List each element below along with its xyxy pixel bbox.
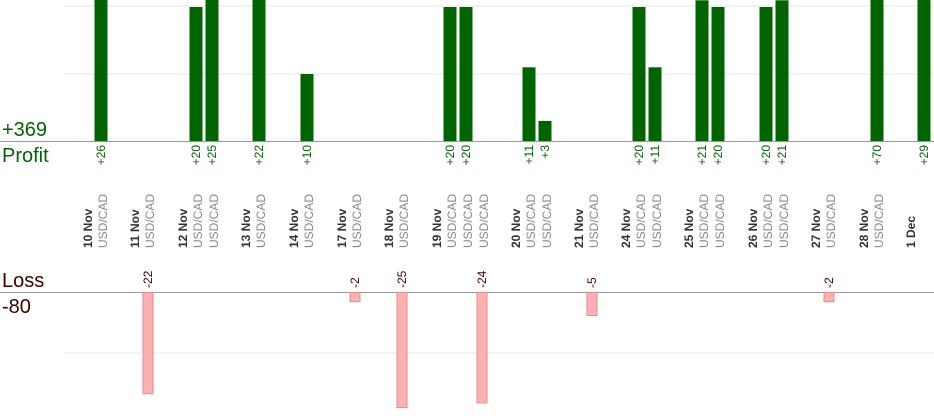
profit-total: +369 [2, 119, 47, 141]
profit-bar-label: +20 [443, 145, 457, 166]
date-label: 10 Nov [81, 208, 95, 248]
loss-bar [396, 292, 408, 408]
pair-label: USD/CAD [191, 194, 205, 248]
date-label: 26 Nov [746, 208, 760, 248]
timeline-labels: 10 Nov USD/CAD 11 Nov USD/CAD 12 Nov USD/CAD U… [81, 194, 918, 248]
profit-bar-label: +20 [459, 145, 473, 166]
pair-label: USD/CAD [777, 194, 791, 248]
date-label: 11 Nov [128, 209, 142, 248]
pair-label: USD/CAD [96, 194, 110, 248]
profit-bar-label: +3 [538, 145, 552, 159]
profit-bar [759, 7, 773, 141]
profit-bar [538, 120, 552, 141]
date-label: 27 Nov [809, 208, 823, 248]
pair-label: USD/CAD [445, 194, 459, 248]
profit-bar [711, 7, 725, 141]
pair-label: USD/CAD [587, 194, 601, 248]
profit-bar [775, 0, 789, 141]
profit-bar-label: +29 [917, 145, 931, 166]
pair-label: USD/CAD [477, 194, 491, 248]
loss-total: -80 [2, 296, 31, 318]
date-label: 24 Nov [619, 208, 633, 248]
date-label: 21 Nov [572, 208, 586, 248]
pair-label: USD/CAD [207, 194, 221, 248]
profit-bar [917, 0, 931, 141]
profit-bar [94, 0, 108, 141]
pair-label: USD/CAD [461, 194, 475, 248]
profit-bar-label: +21 [775, 145, 789, 166]
profit-bar [632, 7, 646, 141]
loss-bar-label: -22 [141, 270, 155, 288]
date-label: 12 Nov [176, 208, 190, 248]
profit-bar-label: +26 [94, 145, 108, 166]
loss-bar-label: -2 [348, 277, 362, 288]
loss-bar [349, 292, 361, 303]
loss-bar [142, 292, 154, 395]
profit-bar [252, 0, 266, 141]
profit-bar-label: +11 [522, 145, 536, 165]
pair-label: USD/CAD [254, 194, 268, 248]
profit-bar-label: +20 [759, 145, 773, 166]
profit-bar [870, 0, 884, 141]
pair-label: USD/CAD [540, 194, 554, 248]
date-label: 20 Nov [509, 208, 523, 248]
profit-bar-label: +20 [189, 145, 203, 166]
profit-word: Profit [2, 145, 49, 167]
loss-bar [476, 292, 488, 404]
profit-bar [189, 7, 203, 141]
profit-bar-label: +70 [870, 145, 884, 166]
pair-label: USD/CAD [634, 194, 648, 248]
bars [94, 0, 931, 408]
pair-label: USD/CAD [397, 194, 411, 248]
profit-bar [648, 67, 662, 141]
profit-bar-label: +22 [252, 145, 266, 166]
pair-label: USD/CAD [761, 194, 775, 248]
date-label: 1 Dec [904, 216, 918, 248]
profit-bar-label: +21 [695, 145, 709, 166]
date-label: 14 Nov [287, 208, 301, 248]
pair-label: USD/CAD [697, 194, 711, 248]
pair-label: USD/CAD [302, 194, 316, 248]
pair-label: USD/CAD [713, 194, 727, 248]
pair-label: USD/CAD [524, 194, 538, 248]
loss-bar-label: -24 [475, 270, 489, 288]
profit-bar-label: +25 [205, 145, 219, 166]
pair-label: USD/CAD [650, 194, 664, 248]
date-label: 19 Nov [430, 208, 444, 248]
loss-bar [823, 292, 835, 303]
profit-bar [695, 0, 709, 141]
pair-label: USD/CAD [872, 194, 886, 248]
loss-bar-label: -5 [585, 277, 599, 288]
profit-bar-label: +20 [711, 145, 725, 166]
profit-bar [443, 7, 457, 141]
profit-bar [522, 67, 536, 141]
date-label: 13 Nov [239, 208, 253, 248]
date-label: 25 Nov [682, 208, 696, 248]
loss-bar-label: -25 [395, 270, 409, 288]
date-label: 18 Nov [382, 208, 396, 248]
profit-bar-label: +11 [648, 145, 662, 165]
profit-bar-label: +10 [300, 145, 314, 166]
loss-bar-label: -2 [822, 277, 836, 288]
pair-label: USD/CAD [350, 194, 364, 248]
bar-labels: +26 +20 +25 +22 +10 +20 +20 +11 +3 +20 +11 +21 +20 +2… [94, 145, 931, 288]
loss-word: Loss [2, 270, 44, 292]
date-label: 17 Nov [335, 208, 349, 248]
profit-bar [459, 7, 473, 141]
pair-label: USD/CAD [143, 194, 157, 248]
profit-bar-label: +20 [632, 145, 646, 166]
profit-bar [300, 74, 314, 141]
date-label: 28 Nov [857, 208, 871, 248]
profit-bar [205, 0, 219, 141]
pair-label: USD/CAD [824, 194, 838, 248]
loss-bar [586, 292, 598, 316]
